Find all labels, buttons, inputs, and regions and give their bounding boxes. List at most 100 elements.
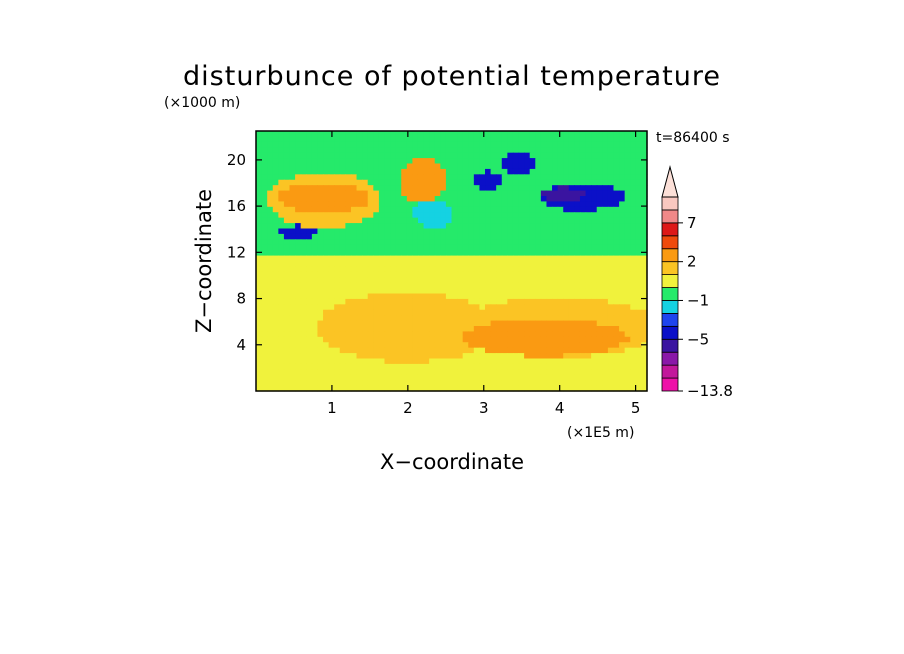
heatmap-cell [501, 380, 508, 387]
heatmap-cell [568, 304, 575, 311]
heatmap-cell [624, 228, 631, 235]
heatmap-cell [390, 147, 397, 154]
heatmap-cell [518, 185, 525, 192]
heatmap-cell [384, 201, 391, 208]
heatmap-cell [479, 250, 486, 257]
heatmap-cell [445, 201, 453, 208]
heatmap-cell [630, 277, 637, 284]
heatmap-cell [256, 271, 263, 278]
heatmap-cell [311, 233, 319, 240]
heatmap-cell [596, 147, 603, 154]
heatmap-cell [457, 163, 464, 170]
heatmap-cell [607, 196, 615, 203]
heatmap-cell [641, 363, 648, 370]
heatmap-cell [479, 369, 486, 376]
heatmap-cell [339, 315, 346, 322]
heatmap-cell [451, 212, 458, 219]
heatmap-cell [473, 326, 481, 333]
heatmap-cell [356, 217, 363, 224]
heatmap-cell [613, 266, 620, 273]
heatmap-cell [524, 363, 531, 370]
heatmap-cell [356, 168, 363, 175]
heatmap-cell [524, 179, 531, 186]
heatmap-cell [328, 271, 335, 278]
heatmap-cell [417, 342, 425, 349]
heatmap-cell [339, 309, 346, 316]
heatmap-cell [412, 190, 419, 197]
heatmap-cell [535, 185, 542, 192]
heatmap-cell [261, 326, 268, 333]
heatmap-cell [267, 331, 274, 338]
heatmap-cell [384, 353, 391, 360]
heatmap-cell [423, 261, 430, 268]
heatmap-cell [323, 212, 330, 219]
heatmap-cell [473, 298, 481, 305]
heatmap-cell [412, 179, 419, 186]
heatmap-cell [518, 271, 525, 278]
heatmap-cell [490, 261, 497, 268]
heatmap-cell [295, 336, 302, 343]
heatmap-cell [256, 336, 263, 343]
heatmap-cell [501, 174, 508, 181]
heatmap-cell [563, 147, 570, 154]
heatmap-cell [507, 380, 514, 387]
heatmap-cell [261, 293, 268, 300]
heatmap-cell [278, 298, 285, 305]
heatmap-cell [434, 147, 441, 154]
heatmap-cell [524, 298, 531, 305]
heatmap-cell [378, 326, 386, 333]
heatmap-cell [350, 163, 358, 170]
heatmap-cell [552, 228, 559, 235]
heatmap-cell [635, 131, 643, 138]
heatmap-cell [429, 158, 436, 165]
heatmap-cell [512, 255, 520, 262]
heatmap-cell [412, 141, 419, 148]
heatmap-cell [574, 179, 581, 186]
heatmap-cell [535, 147, 542, 154]
heatmap-cell [512, 298, 520, 305]
heatmap-cell [579, 206, 587, 213]
heatmap-cell [267, 271, 274, 278]
heatmap-cell [306, 206, 313, 213]
heatmap-cell [568, 196, 575, 203]
heatmap-cell [401, 358, 408, 365]
heatmap-cell [602, 374, 609, 381]
heatmap-cell [596, 369, 603, 376]
heatmap-cell [468, 347, 475, 354]
heatmap-cell [367, 288, 374, 295]
heatmap-cell [412, 206, 419, 213]
heatmap-cell [602, 282, 609, 289]
heatmap-cell [557, 320, 564, 327]
heatmap-cell [496, 309, 503, 316]
heatmap-cell [496, 250, 503, 257]
heatmap-cell [630, 358, 637, 365]
heatmap-cell [401, 141, 408, 148]
heatmap-cell [568, 185, 575, 192]
heatmap-cell [345, 185, 352, 192]
heatmap-cell [261, 266, 268, 273]
heatmap-cell [317, 131, 324, 138]
heatmap-cell [362, 255, 369, 262]
heatmap-cell [362, 141, 369, 148]
heatmap-cell [328, 315, 335, 322]
heatmap-cell [317, 152, 324, 159]
heatmap-cell [445, 228, 453, 235]
heatmap-cell [535, 363, 542, 370]
heatmap-cell [261, 141, 268, 148]
heatmap-cell [518, 358, 525, 365]
heatmap-cell [317, 277, 324, 284]
heatmap-cell [468, 201, 475, 208]
heatmap-cell [401, 136, 408, 143]
heatmap-cell [624, 298, 631, 305]
heatmap-cell [490, 288, 497, 295]
heatmap-cell [485, 131, 492, 138]
heatmap-cell [485, 228, 492, 235]
heatmap-cell [557, 385, 564, 392]
heatmap-cell [256, 331, 263, 338]
heatmap-cell [406, 298, 413, 305]
heatmap-cell [457, 288, 464, 295]
heatmap-cell [300, 185, 307, 192]
heatmap-cell [518, 223, 525, 230]
heatmap-cell [423, 185, 430, 192]
heatmap-cell [524, 261, 531, 268]
